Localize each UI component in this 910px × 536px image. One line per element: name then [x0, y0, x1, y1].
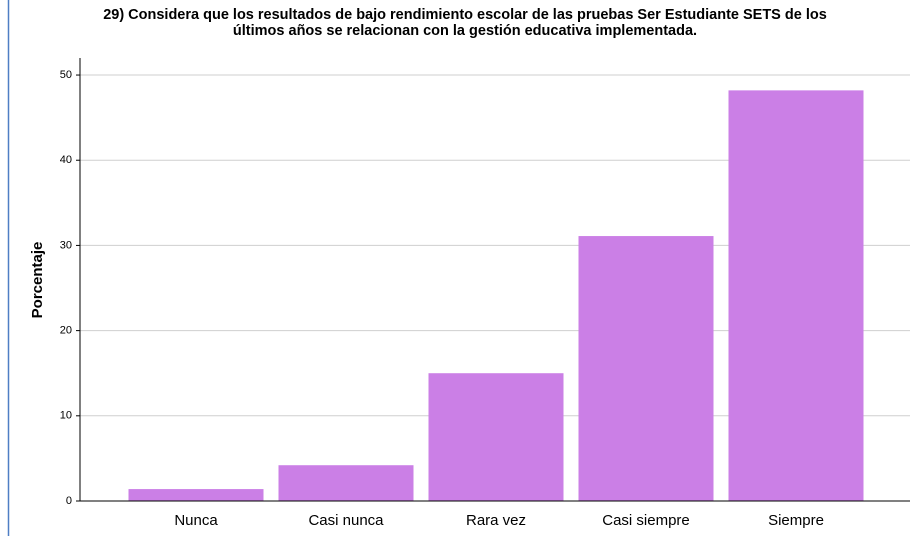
- y-tick-label: 0: [66, 495, 72, 507]
- y-tick-label: 30: [60, 239, 72, 251]
- y-axis-label: Porcentaje: [29, 242, 46, 319]
- x-tick-label: Nunca: [174, 512, 218, 529]
- bar: [578, 236, 714, 501]
- bar: [428, 373, 564, 501]
- bar: [278, 465, 414, 501]
- x-tick-label: Siempre: [768, 512, 824, 529]
- y-tick-label: 40: [60, 154, 72, 166]
- y-tick-label: 10: [60, 410, 72, 422]
- x-tick-label: Casi siempre: [602, 512, 690, 529]
- bar: [128, 489, 264, 501]
- y-tick-label: 20: [60, 325, 72, 337]
- bar: [728, 90, 864, 501]
- y-tick-label: 50: [60, 69, 72, 81]
- x-tick-label: Rara vez: [466, 512, 526, 529]
- x-tick-label: Casi nunca: [308, 512, 384, 529]
- chart-title: 29) Considera que los resultados de bajo…: [103, 7, 827, 23]
- chart-title: últimos años se relacionan con la gestió…: [233, 23, 697, 39]
